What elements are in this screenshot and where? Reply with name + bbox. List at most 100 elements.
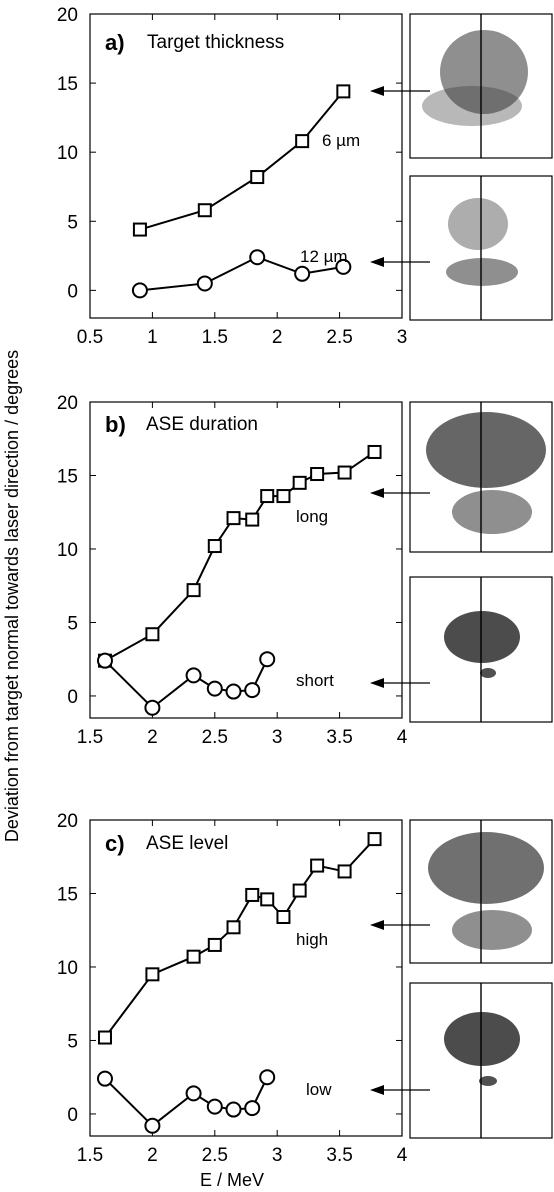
series-label: high	[296, 930, 328, 949]
arrow-head-icon	[370, 257, 384, 267]
data-point-circle	[225, 1101, 242, 1118]
beam-spot	[428, 832, 544, 904]
panel-1: 0.5 1 1.5 2 2.5 3 0 5 10 15 20 a) Target thickness 6 …	[57, 5, 553, 348]
beam-spot	[480, 668, 496, 678]
beam-spot	[426, 412, 546, 488]
x-tick-label: 1.5	[77, 727, 103, 748]
series-line-1	[104, 838, 376, 1039]
data-point-square	[186, 583, 201, 598]
x-tick-label: 3.5	[326, 1145, 352, 1166]
plot-frame	[89, 13, 403, 319]
panel-tag: a)	[105, 30, 125, 55]
series-label: low	[306, 1080, 332, 1099]
panel-3: 1.5 2 2.5 3 3.5 4 0 5 10 15 20 c) ASE level high low	[57, 811, 553, 1166]
data-point-square	[145, 627, 160, 642]
data-point-square	[310, 467, 325, 482]
y-tick-label: 15	[57, 884, 78, 905]
x-tick-label: 3	[272, 727, 283, 748]
data-point-square	[292, 475, 307, 490]
x-tick-label: 2	[272, 327, 283, 348]
plot-frame	[89, 819, 403, 1137]
data-point-circle	[96, 652, 113, 669]
plot-frame	[89, 401, 403, 719]
y-tick-label: 20	[57, 811, 78, 832]
series-label: 6 µm	[322, 131, 360, 150]
data-point-circle	[185, 1085, 202, 1102]
y-tick-label: 10	[57, 143, 78, 164]
data-point-circle	[196, 275, 213, 292]
panel-title: Target thickness	[147, 32, 284, 53]
series-label: long	[296, 507, 328, 526]
x-tick-label: 2	[147, 727, 158, 748]
y-tick-label: 10	[57, 540, 78, 561]
data-point-square	[226, 511, 241, 526]
data-point-square	[310, 858, 325, 873]
y-tick-label: 0	[67, 1105, 78, 1126]
data-point-square	[336, 84, 351, 99]
data-point-square	[367, 832, 382, 847]
data-point-square	[337, 864, 352, 879]
arrow-head-icon	[370, 488, 384, 498]
beam-profile-image	[409, 982, 553, 1139]
data-point-square	[207, 937, 222, 952]
data-point-square	[97, 1030, 112, 1045]
y-tick-label: 5	[67, 613, 78, 634]
data-point-square	[250, 170, 265, 185]
data-point-circle	[294, 265, 311, 282]
x-tick-label: 3.5	[326, 727, 352, 748]
x-tick-label: 3	[272, 1145, 283, 1166]
data-point-circle	[259, 651, 276, 668]
arrow-head-icon	[370, 678, 384, 688]
beam-spot	[444, 611, 520, 663]
data-point-square	[260, 892, 275, 907]
panel-tag: b)	[105, 412, 126, 437]
beam-profile-image	[409, 13, 553, 159]
data-point-square	[226, 920, 241, 935]
beam-profile-image	[409, 175, 553, 321]
data-point-square	[292, 883, 307, 898]
data-point-square	[245, 887, 260, 902]
data-point-circle	[259, 1069, 276, 1086]
data-point-circle	[335, 258, 352, 275]
series-line-1	[139, 90, 345, 231]
beam-spot	[422, 86, 522, 126]
data-point-square	[295, 134, 310, 149]
y-tick-label: 15	[57, 74, 78, 95]
arrow-head-icon	[370, 86, 384, 96]
data-point-circle	[244, 1100, 261, 1117]
x-tick-label: 2	[147, 1145, 158, 1166]
x-axis-label: E / MeV	[200, 1170, 264, 1190]
y-axis-label: Deviation from target normal towards las…	[2, 350, 22, 842]
y-tick-label: 5	[67, 212, 78, 233]
data-point-square	[367, 444, 382, 459]
y-tick-label: 20	[57, 5, 78, 26]
data-point-circle	[206, 1098, 223, 1115]
series-line-2	[104, 658, 269, 710]
y-tick-label: 5	[67, 1031, 78, 1052]
data-point-square	[245, 512, 260, 527]
arrow-head-icon	[370, 920, 384, 930]
x-tick-label: 1.5	[202, 327, 228, 348]
data-point-circle	[144, 1117, 161, 1134]
x-tick-label: 3	[397, 327, 408, 348]
y-tick-label: 15	[57, 466, 78, 487]
series-label: 12 µm	[300, 247, 348, 266]
data-point-circle	[225, 683, 242, 700]
data-point-square	[186, 949, 201, 964]
beam-spot	[448, 198, 508, 250]
x-tick-label: 1.5	[77, 1145, 103, 1166]
data-point-square	[145, 967, 160, 982]
beam-spot	[446, 258, 518, 286]
panel-title: ASE duration	[146, 414, 258, 435]
x-tick-label: 4	[397, 727, 408, 748]
beam-spot	[479, 1076, 497, 1086]
data-point-circle	[96, 1070, 113, 1087]
data-point-square	[197, 203, 212, 218]
x-tick-label: 0.5	[77, 327, 103, 348]
series-line-2	[104, 1076, 269, 1128]
data-point-square	[337, 465, 352, 480]
series-label: short	[296, 671, 334, 690]
beam-spot	[452, 910, 532, 950]
x-tick-label: 2.5	[202, 1145, 228, 1166]
panel-title: ASE level	[146, 833, 228, 854]
